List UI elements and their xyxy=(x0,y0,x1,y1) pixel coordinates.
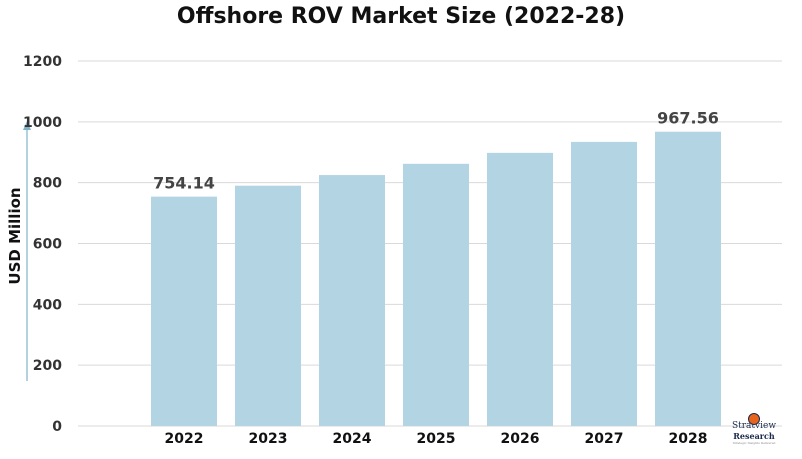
bar-2023 xyxy=(235,185,301,426)
bar-2026 xyxy=(487,152,553,426)
x-tick-label: 2025 xyxy=(417,431,456,447)
bar-2024 xyxy=(319,175,385,426)
bar-2025 xyxy=(403,163,469,426)
y-tick-label: 1200 xyxy=(23,54,62,70)
x-tick-label: 2026 xyxy=(501,431,540,447)
logo-line2: Research xyxy=(733,431,775,441)
logo: Stratview Research Strategic Insights De… xyxy=(718,413,790,455)
y-tick-label: 200 xyxy=(33,358,62,374)
bar-2027 xyxy=(571,141,637,427)
axes xyxy=(23,121,31,381)
y-tick-label: 1000 xyxy=(23,115,62,131)
x-tick-label: 2023 xyxy=(249,431,288,447)
logo-mark-icon xyxy=(748,413,760,425)
logo-line1: Stratview xyxy=(731,421,777,431)
y-tick-label: 400 xyxy=(33,297,62,313)
logo-line3: Strategic Insights Delivered xyxy=(732,441,776,445)
chart-title: Offshore ROV Market Size (2022-28) xyxy=(176,4,626,29)
y-tick-label: 0 xyxy=(52,419,62,435)
y-tick-label: 600 xyxy=(33,237,62,253)
data-label-2022: 754.14 xyxy=(153,174,215,193)
x-tick-label: 2022 xyxy=(165,431,204,447)
bars xyxy=(151,131,721,427)
bar-2028 xyxy=(655,131,721,426)
x-tick-label: 2027 xyxy=(585,431,624,447)
y-axis-title: USD Million xyxy=(6,187,24,284)
labels: 0 200 400 600 800 1000 1200 USD Million 2022 2023… xyxy=(6,54,719,447)
bar-2022 xyxy=(151,196,217,426)
data-label-2028: 967.56 xyxy=(657,109,719,128)
y-axis-arrow-icon xyxy=(23,121,31,130)
y-tick-label: 800 xyxy=(33,176,62,192)
x-tick-label: 2024 xyxy=(333,431,372,447)
x-tick-label: 2028 xyxy=(669,431,708,447)
